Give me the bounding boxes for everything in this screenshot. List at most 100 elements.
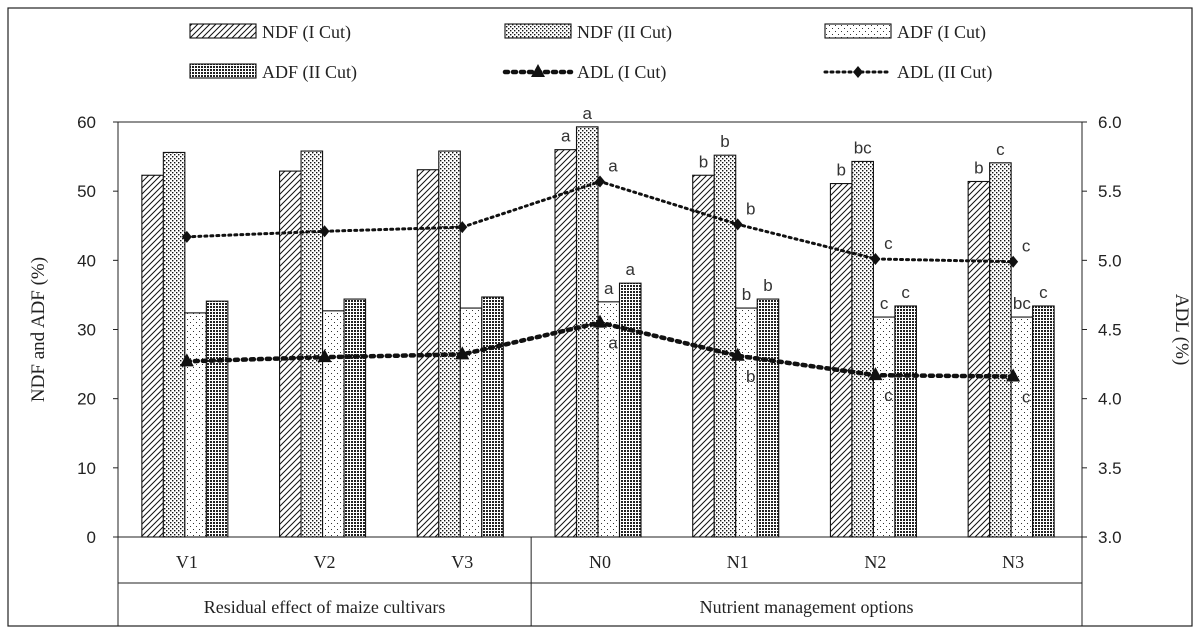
significance-letter: c bbox=[1039, 283, 1048, 302]
significance-letter: b bbox=[742, 285, 751, 304]
y-axis-label: NDF and ADF (%) bbox=[28, 257, 49, 402]
significance-letter: b bbox=[763, 276, 772, 295]
significance-letter: c bbox=[880, 294, 889, 313]
bar-ndf-ii-cut-n2 bbox=[851, 160, 874, 538]
significance-letter: c bbox=[996, 140, 1005, 159]
legend-swatch bbox=[189, 63, 257, 79]
bar-adf-i-cut-n1 bbox=[735, 307, 758, 538]
bar-ndf-ii-cut-v3 bbox=[438, 150, 461, 538]
bar-adf-i-cut-n3 bbox=[1010, 316, 1034, 538]
significance-letter: a bbox=[583, 104, 593, 123]
point-adl-ii-cut-v1 bbox=[181, 230, 192, 243]
y2-tick-label: 3.0 bbox=[1098, 528, 1122, 547]
significance-letter: bc bbox=[1013, 294, 1031, 313]
y2-tick-label: 6.0 bbox=[1098, 113, 1122, 132]
point-adl-i-cut-n3 bbox=[1006, 368, 1021, 382]
bar-adf-i-cut-v3 bbox=[459, 307, 483, 538]
y2-tick-label: 5.5 bbox=[1098, 182, 1122, 201]
point-adl-i-cut-n2 bbox=[868, 367, 883, 381]
legend-marker bbox=[531, 64, 545, 77]
legend-label: NDF (II Cut) bbox=[577, 22, 672, 43]
point-adl-i-cut-v3 bbox=[455, 346, 470, 360]
y2-axis-label: ADL (%) bbox=[1171, 294, 1192, 366]
point-adl-ii-cut-n2 bbox=[870, 252, 881, 265]
legend-item-adf-i-cut: ADF (I Cut) bbox=[824, 22, 986, 43]
significance-letter: b bbox=[836, 161, 845, 180]
bar-ndf-i-cut-n2 bbox=[829, 183, 853, 538]
legend-swatch bbox=[189, 23, 257, 39]
bar-ndf-i-cut-n3 bbox=[967, 180, 991, 538]
point-adl-i-cut-v2 bbox=[317, 349, 332, 363]
chart-frame bbox=[7, 7, 1193, 627]
significance-letter: bc bbox=[854, 138, 872, 157]
legend-item-ndf-ii-cut: NDF (II Cut) bbox=[504, 22, 672, 43]
bar-ndf-ii-cut-v2 bbox=[300, 150, 324, 538]
bar-ndf-i-cut-v2 bbox=[279, 170, 302, 538]
point-adl-ii-cut-v2 bbox=[319, 225, 330, 238]
x-tick-label: V1 bbox=[176, 552, 198, 572]
y-tick-label: 20 bbox=[77, 390, 96, 409]
bar-ndf-i-cut-n0 bbox=[554, 149, 578, 538]
legend-swatch bbox=[504, 23, 572, 39]
bar-adf-ii-cut-n1 bbox=[756, 298, 780, 538]
y2-tick-label: 4.0 bbox=[1098, 390, 1122, 409]
point-adl-ii-cut-v3 bbox=[457, 221, 468, 234]
significance-letter: b bbox=[974, 158, 983, 177]
legend: NDF (I Cut) NDF (II Cut) ADF (I Cut) ADF (I… bbox=[189, 22, 992, 83]
significance-letter: a bbox=[626, 260, 636, 279]
y2-tick-label: 4.5 bbox=[1098, 321, 1122, 340]
significance-letter: a bbox=[608, 334, 618, 353]
lines bbox=[179, 175, 1021, 382]
axes: 0 10 20 30 40 50 60 3.0 3.5 4.0 4.5 5.0 5.5 6.0 NDF an… bbox=[28, 113, 1192, 626]
x-tick-label: V2 bbox=[314, 552, 336, 572]
significance-letter: c bbox=[884, 386, 893, 405]
group-label: Nutrient management options bbox=[700, 597, 914, 617]
legend-label: NDF (I Cut) bbox=[262, 22, 351, 43]
legend-item-ndf-i-cut: NDF (I Cut) bbox=[189, 22, 351, 43]
bar-adf-ii-cut-v1 bbox=[205, 300, 229, 538]
bar-adf-ii-cut-v2 bbox=[343, 298, 367, 538]
y-tick-label: 30 bbox=[77, 321, 96, 340]
legend-item-adf-ii-cut: ADF (II Cut) bbox=[189, 62, 357, 83]
point-adl-i-cut-n1 bbox=[730, 347, 745, 361]
x-tick-label: N2 bbox=[864, 552, 886, 572]
point-adl-ii-cut-n1 bbox=[732, 218, 743, 231]
point-adl-i-cut-n0 bbox=[593, 314, 607, 328]
y-tick-label: 0 bbox=[87, 528, 96, 547]
significance-letter: b bbox=[746, 367, 755, 386]
legend-item-adl-ii-cut: ADL (II Cut) bbox=[823, 62, 992, 83]
y-tick-label: 40 bbox=[77, 251, 96, 270]
significance-letter: c bbox=[1022, 388, 1031, 407]
bar-ndf-ii-cut-n1 bbox=[713, 154, 737, 538]
bars bbox=[141, 126, 1055, 538]
significance-letter: b bbox=[746, 199, 755, 218]
legend-label: ADL (I Cut) bbox=[577, 62, 666, 83]
x-tick-label: N0 bbox=[589, 552, 611, 572]
y2-tick-label: 5.0 bbox=[1098, 251, 1122, 270]
bar-adf-ii-cut-n0 bbox=[618, 282, 642, 538]
point-adl-i-cut-v1 bbox=[179, 353, 194, 367]
bar-adf-i-cut-v2 bbox=[322, 310, 345, 538]
y2-tick-label: 3.5 bbox=[1098, 459, 1122, 478]
x-tick-label: N3 bbox=[1002, 552, 1024, 572]
bar-adf-i-cut-v1 bbox=[184, 312, 207, 538]
legend-marker bbox=[853, 66, 863, 78]
x-tick-label: V3 bbox=[451, 552, 473, 572]
significance-letter: a bbox=[561, 127, 571, 146]
bar-adf-ii-cut-n3 bbox=[1032, 305, 1055, 538]
bar-ndf-i-cut-v1 bbox=[141, 174, 164, 538]
legend-label: ADF (I Cut) bbox=[897, 22, 986, 43]
significance-letter: a bbox=[604, 279, 614, 298]
bar-ndf-i-cut-n1 bbox=[692, 174, 715, 538]
bar-adf-ii-cut-n2 bbox=[894, 305, 917, 538]
bar-adf-ii-cut-v3 bbox=[481, 296, 504, 538]
point-adl-ii-cut-n0 bbox=[595, 175, 605, 188]
group-label: Residual effect of maize cultivars bbox=[204, 597, 446, 617]
significance-letter: a bbox=[608, 156, 618, 175]
significance-letter: c bbox=[884, 234, 893, 253]
bar-ndf-ii-cut-n3 bbox=[989, 162, 1012, 538]
legend-label: ADL (II Cut) bbox=[897, 62, 992, 83]
significance-letter: c bbox=[901, 283, 910, 302]
